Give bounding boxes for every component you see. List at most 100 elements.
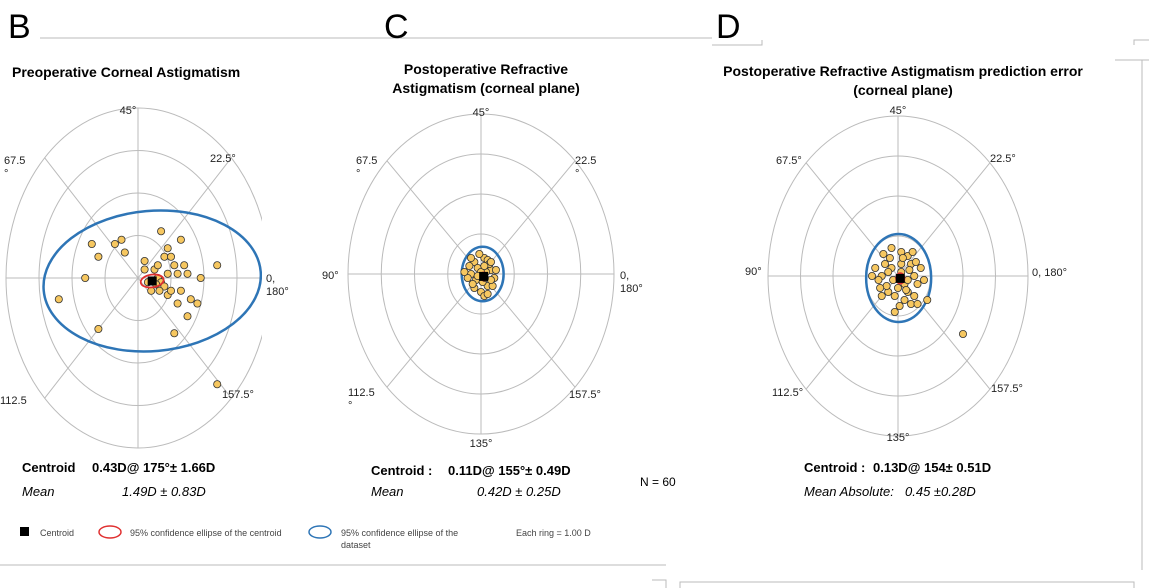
panel-letter-c: C [384, 8, 409, 46]
data-point [923, 295, 932, 304]
n-label: N = 60 [640, 475, 676, 489]
angle-label: 22.5° [575, 155, 596, 180]
angle-label: 67.5° [4, 155, 25, 180]
angle-label: 157.5° [991, 383, 1023, 395]
panel-b-mean-label: Mean [22, 484, 55, 499]
data-point [882, 281, 891, 290]
data-point [911, 257, 920, 266]
panel-d-centroid-label: Centroid : [804, 460, 865, 475]
data-point [140, 265, 149, 274]
data-point [153, 261, 162, 270]
data-point [475, 249, 484, 258]
data-point [166, 286, 175, 295]
centroid-marker [147, 276, 157, 286]
data-point [170, 261, 179, 270]
angle-label: 112.5 [0, 395, 27, 407]
data-point [871, 263, 880, 272]
data-point [890, 291, 899, 300]
data-point [468, 279, 477, 288]
data-point [874, 275, 883, 284]
data-point [465, 261, 474, 270]
data-point [110, 239, 119, 248]
data-point [163, 244, 172, 253]
data-point [480, 261, 489, 270]
panel-d-title-line1: Postoperative Refractive Astigmatism pre… [723, 63, 1083, 79]
data-point [193, 299, 202, 308]
legend-centroid-label: Centroid [40, 528, 74, 538]
legend-ci-dataset-label-2: dataset [341, 540, 371, 550]
legend-ci-dataset-label-1: 95% confidence ellipse of the [341, 528, 458, 538]
data-point [176, 286, 185, 295]
ci-dataset-ellipse [864, 232, 933, 324]
angle-label: 67.5° [776, 155, 802, 167]
centroid-marker [895, 273, 905, 283]
polar-plot-d: 45° 67.5° 22.5° 90° 0, 180° 112.5° 157.5° 135° [745, 105, 1067, 444]
data-point [81, 273, 90, 282]
data-point [183, 269, 192, 278]
data-point [87, 239, 96, 248]
data-point [913, 279, 922, 288]
angle-label: 90° [745, 266, 762, 278]
legend: Centroid 95% confidence ellipse of the c… [20, 525, 591, 550]
angle-label: 22.5° [990, 153, 1016, 165]
data-point [140, 256, 149, 265]
plot-area [5, 107, 262, 449]
panel-letter-b: B [8, 8, 31, 46]
centroid-marker [479, 271, 489, 281]
data-point [887, 243, 896, 252]
data-point [54, 295, 63, 304]
angle-label: 0, 180° [1032, 267, 1067, 279]
panel-c-mean-label: Mean [371, 484, 404, 499]
data-point [868, 271, 877, 280]
data-point [894, 283, 903, 292]
angle-label: 0, 180° [620, 270, 643, 295]
polar-plot-b: 45° 67.5 ° 22.5° 0, 180° 112.5 157.5° [0, 105, 289, 449]
data-point [905, 265, 914, 274]
data-point [173, 299, 182, 308]
data-point [183, 312, 192, 321]
data-point [908, 247, 917, 256]
data-point [94, 324, 103, 333]
angle-label: 112.5° [348, 387, 375, 412]
data-point [155, 286, 164, 295]
angle-label: 67.5° [356, 155, 377, 180]
angle-label: 0, 180° [266, 273, 289, 298]
data-point [885, 253, 894, 262]
data-point [881, 259, 890, 268]
data-point [160, 252, 169, 261]
data-point [196, 273, 205, 282]
angle-label: 45° [890, 105, 907, 117]
data-point [900, 295, 909, 304]
data-point [117, 235, 126, 244]
panel-d-mean-value: 0.45 ±0.28D [905, 484, 976, 499]
angle-label: 45° [473, 107, 490, 119]
data-point [460, 267, 469, 276]
data-point [213, 261, 222, 270]
polar-plot-c: 45° 67.5 ° 22.5 ° 90° 0, 180° 112.5 ° 157.5° 135° [322, 107, 643, 450]
panel-b-centroid-value: 0.43D@ 175°± 1.66D [92, 460, 215, 475]
panel-b-mean-value: 1.49D ± 0.83D [122, 484, 206, 499]
data-point [463, 273, 472, 282]
data-point [180, 261, 189, 270]
ci-centroid-ellipse [139, 273, 165, 289]
panel-b-centroid-label: Centroid [22, 460, 76, 475]
panel-b-title: Preoperative Corneal Astigmatism [12, 64, 240, 80]
plot-area [347, 113, 615, 435]
data-point [120, 248, 129, 257]
legend-ci-centroid-label: 95% confidence ellipse of the centroid [130, 528, 282, 538]
panel-letter-d: D [716, 8, 741, 46]
frame-lines [0, 37, 1149, 588]
panel-c-centroid-label: Centroid : [371, 463, 432, 478]
legend-ci-dataset-ellipse [308, 525, 332, 539]
angle-label: 112.5° [772, 387, 803, 399]
data-point [166, 252, 175, 261]
angle-label: 157.5° [569, 389, 601, 401]
data-point [173, 269, 182, 278]
data-point [491, 265, 500, 274]
legend-centroid-square [20, 527, 29, 536]
data-point [94, 252, 103, 261]
data-point [916, 263, 925, 272]
data-point [913, 299, 922, 308]
data-point [910, 271, 919, 280]
